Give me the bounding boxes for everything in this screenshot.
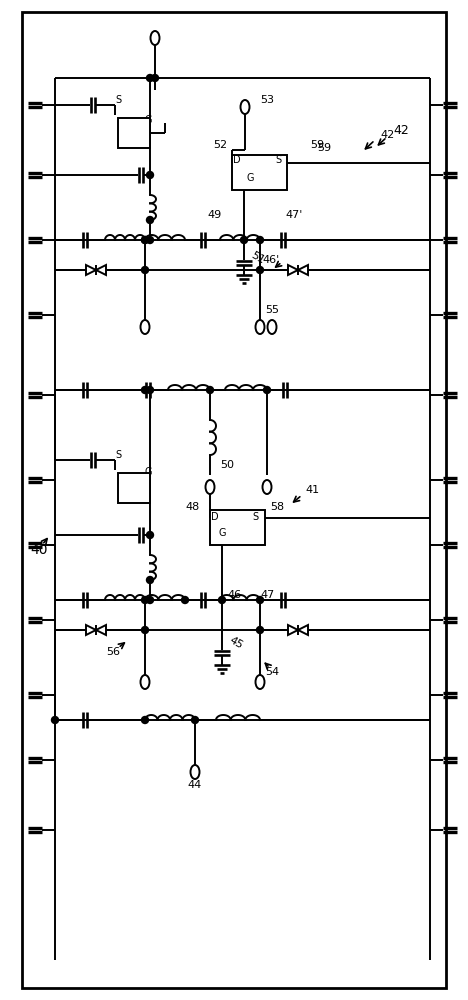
Polygon shape: [86, 625, 96, 635]
Text: 59: 59: [310, 140, 324, 150]
Polygon shape: [288, 265, 298, 275]
Ellipse shape: [190, 765, 199, 779]
Circle shape: [141, 716, 148, 724]
Text: 54: 54: [265, 667, 279, 677]
Circle shape: [146, 75, 154, 82]
Circle shape: [206, 386, 213, 393]
Circle shape: [141, 386, 148, 393]
Ellipse shape: [140, 675, 149, 689]
Text: D: D: [124, 133, 132, 143]
Text: 44: 44: [188, 780, 202, 790]
Circle shape: [152, 75, 159, 82]
Text: 50: 50: [220, 460, 234, 470]
Text: S: S: [275, 155, 281, 165]
Text: 48: 48: [186, 502, 200, 512]
Polygon shape: [96, 625, 106, 635]
Ellipse shape: [256, 675, 264, 689]
Ellipse shape: [205, 480, 214, 494]
Text: 53: 53: [260, 95, 274, 105]
Ellipse shape: [140, 320, 149, 334]
Text: 47: 47: [260, 590, 274, 600]
Circle shape: [51, 716, 58, 724]
Text: 46': 46': [262, 255, 279, 265]
Bar: [118, 473, 150, 503]
Bar: [210, 510, 265, 545]
Text: G: G: [246, 173, 254, 183]
Text: S: S: [115, 95, 121, 105]
Text: 58: 58: [270, 502, 284, 512]
Circle shape: [256, 266, 263, 273]
Circle shape: [141, 596, 148, 603]
Circle shape: [241, 236, 248, 243]
Circle shape: [141, 626, 148, 634]
Polygon shape: [96, 265, 106, 275]
Polygon shape: [86, 265, 96, 275]
Text: 49: 49: [208, 210, 222, 220]
Circle shape: [146, 236, 154, 243]
Circle shape: [141, 266, 148, 273]
Text: 47': 47': [285, 210, 302, 220]
Circle shape: [256, 596, 263, 603]
Ellipse shape: [256, 320, 264, 334]
Text: 41: 41: [305, 485, 319, 495]
Circle shape: [219, 596, 226, 603]
Circle shape: [191, 716, 198, 724]
Circle shape: [146, 172, 154, 178]
Text: 51: 51: [249, 250, 266, 266]
Text: G: G: [218, 528, 226, 538]
Text: D: D: [211, 512, 219, 522]
Text: 40: 40: [30, 543, 47, 557]
Polygon shape: [298, 625, 308, 635]
Circle shape: [146, 386, 154, 393]
Ellipse shape: [151, 31, 160, 45]
Polygon shape: [288, 625, 298, 635]
Text: 55: 55: [265, 305, 279, 315]
Circle shape: [256, 626, 263, 634]
Bar: [232, 155, 287, 190]
Circle shape: [146, 576, 154, 584]
Text: 42: 42: [393, 123, 409, 136]
Text: 42: 42: [380, 130, 394, 140]
Text: D: D: [124, 483, 132, 493]
Circle shape: [141, 236, 148, 243]
Bar: [118, 118, 150, 148]
Text: G: G: [144, 115, 152, 125]
Text: G: G: [144, 467, 152, 477]
Circle shape: [141, 236, 148, 243]
Text: 52: 52: [213, 140, 227, 150]
Polygon shape: [298, 265, 308, 275]
Circle shape: [146, 217, 154, 224]
Circle shape: [146, 596, 154, 603]
Text: 45: 45: [227, 635, 244, 651]
Ellipse shape: [268, 320, 277, 334]
Circle shape: [256, 236, 263, 243]
Text: 56: 56: [106, 647, 120, 657]
Circle shape: [146, 532, 154, 538]
Text: 46: 46: [228, 590, 242, 600]
Text: 59: 59: [317, 143, 331, 153]
Circle shape: [182, 596, 189, 603]
Text: S: S: [115, 450, 121, 460]
Ellipse shape: [241, 100, 249, 114]
Text: D: D: [233, 155, 241, 165]
Ellipse shape: [263, 480, 271, 494]
Circle shape: [263, 386, 271, 393]
Text: S: S: [252, 512, 258, 522]
